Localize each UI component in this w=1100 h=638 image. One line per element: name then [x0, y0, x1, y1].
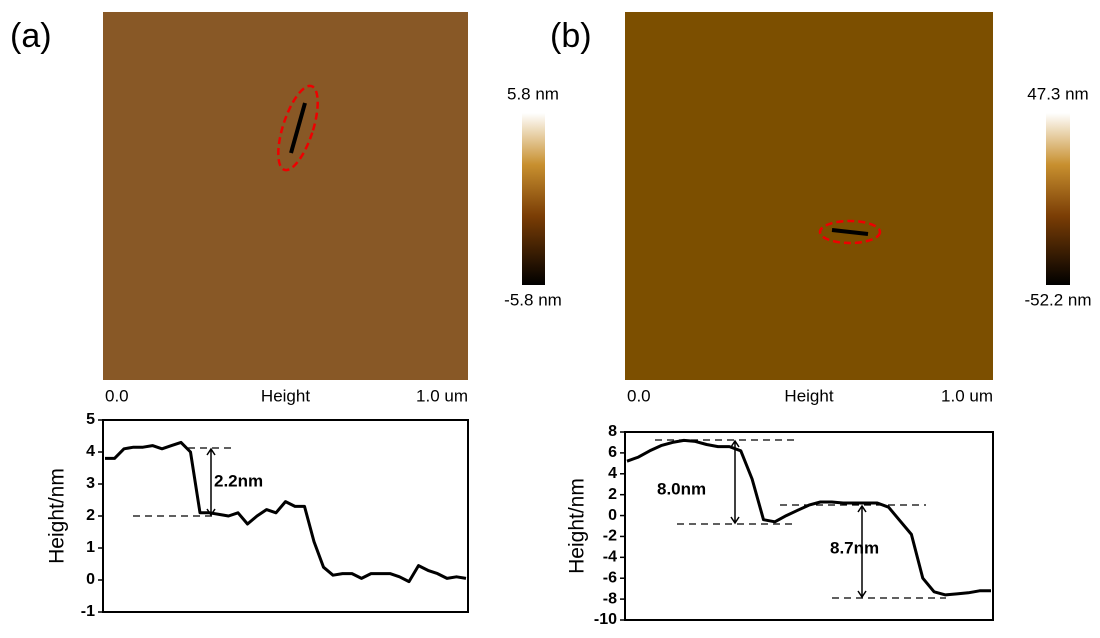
y-tick-label: 2 — [86, 507, 95, 524]
y-axis-label: Height/nm — [46, 468, 69, 564]
afm-image — [625, 12, 993, 380]
y-tick-label: 0 — [608, 507, 617, 524]
y-tick-label: 2 — [608, 486, 617, 503]
annotation: 2.2nm — [214, 471, 263, 490]
image-x-start: 0.0 — [627, 386, 651, 405]
y-tick-label: -6 — [603, 569, 617, 586]
colorbar-max: 47.3 nm — [1027, 84, 1088, 103]
y-tick-label: 5 — [86, 411, 95, 428]
image-x-start: 0.0 — [105, 386, 129, 405]
afm-image — [103, 12, 468, 380]
panel-label: (a) — [10, 17, 52, 55]
profile-line — [627, 440, 991, 595]
colorbar-min: -52.2 nm — [1024, 290, 1091, 309]
y-tick-label: -8 — [603, 590, 617, 607]
y-tick-label: 8 — [608, 423, 617, 440]
figure: (a) 0.0 Height 1.0 um 5.8 nm -5.8 nm (b) 0.0 Hei… — [0, 0, 1100, 633]
y-tick-label: -2 — [603, 528, 617, 545]
y-tick-label: -4 — [603, 549, 617, 566]
y-tick-label: -1 — [81, 603, 95, 620]
y-tick-label: 4 — [608, 465, 617, 482]
annotation: 8.0nm — [657, 479, 706, 498]
y-tick-label: -10 — [594, 611, 617, 628]
panel-label: (b) — [550, 17, 592, 55]
image-x-label: Height — [261, 386, 310, 405]
colorbar — [522, 113, 545, 285]
image-x-end: 1.0 um — [941, 386, 993, 405]
image-x-end: 1.0 um — [416, 386, 468, 405]
y-tick-label: 0 — [86, 571, 95, 588]
colorbar — [1046, 113, 1070, 285]
annotation: 8.7nm — [830, 538, 879, 557]
colorbar-max: 5.8 nm — [507, 84, 559, 103]
y-tick-label: 3 — [86, 475, 95, 492]
y-axis-label: Height/nm — [566, 478, 589, 574]
y-tick-label: 4 — [86, 443, 95, 460]
colorbar-min: -5.8 nm — [504, 290, 562, 309]
y-tick-label: 1 — [86, 539, 95, 556]
profile-line — [105, 442, 466, 581]
image-x-label: Height — [784, 386, 833, 405]
y-tick-label: 6 — [608, 444, 617, 461]
